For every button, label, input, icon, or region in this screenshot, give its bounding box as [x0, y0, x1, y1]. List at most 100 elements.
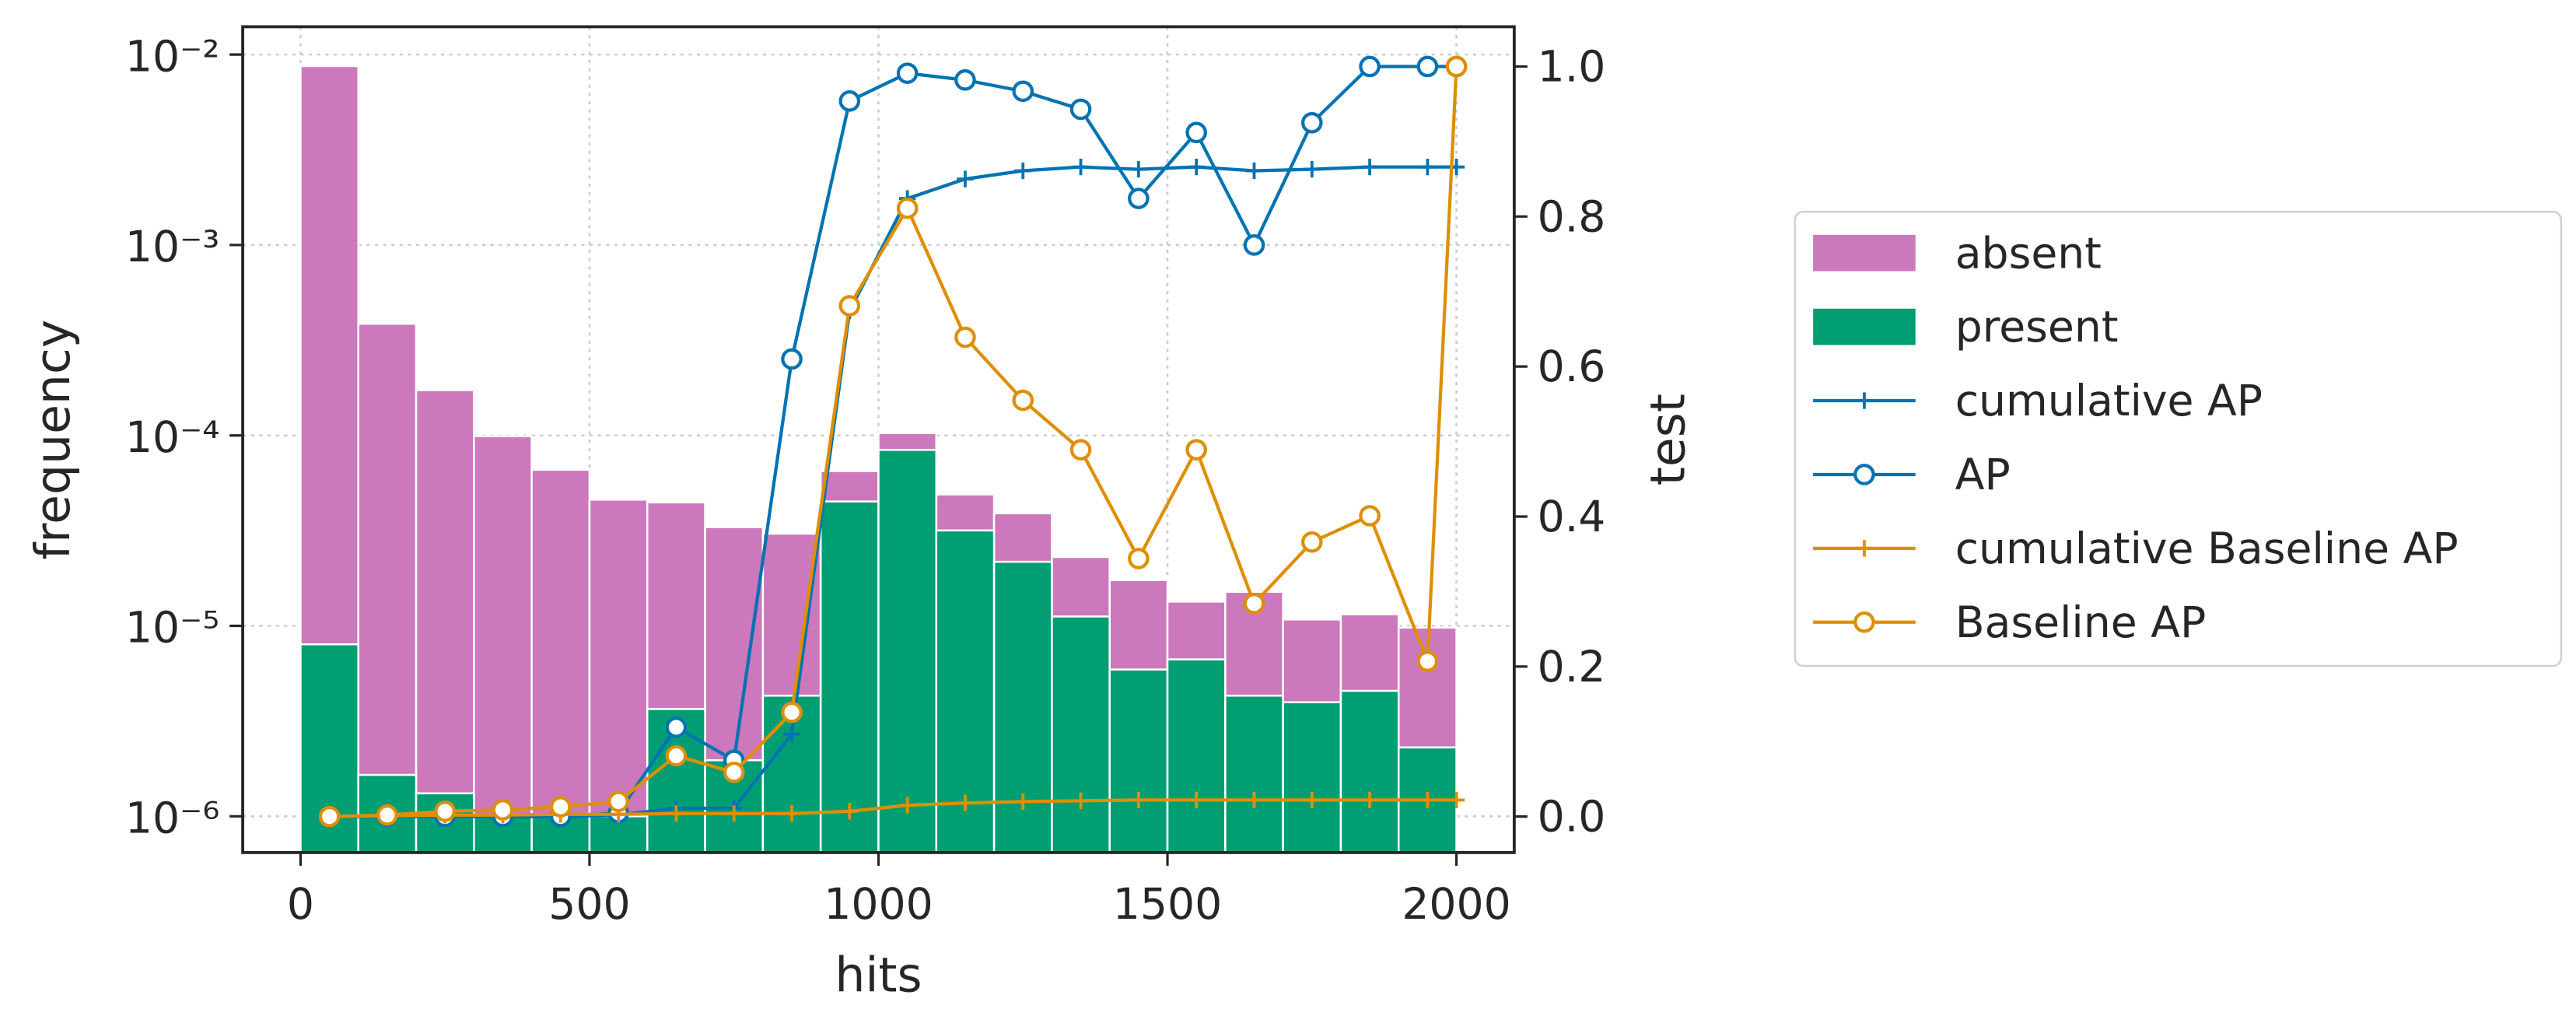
legend-marker	[1856, 392, 1873, 409]
point-marker	[1128, 187, 1150, 209]
point-marker	[1245, 162, 1263, 180]
point-marker	[1243, 234, 1265, 256]
histogram-bar	[1224, 694, 1284, 853]
point-marker	[1188, 159, 1205, 176]
legend: absent present cumulative AP AP cumulative B…	[1794, 210, 2563, 667]
y2-tick-label: 0.0	[1538, 793, 1606, 843]
point-marker	[1012, 80, 1034, 103]
point-marker	[957, 170, 974, 187]
point-marker	[1447, 791, 1465, 809]
point-marker	[838, 295, 861, 317]
point-marker	[783, 725, 800, 743]
y-tick-label: 10⁻³	[125, 222, 219, 272]
point-marker	[783, 805, 800, 822]
histogram-bar	[1166, 658, 1227, 853]
histogram-bar	[299, 643, 359, 853]
point-marker	[1304, 791, 1321, 809]
point-marker	[781, 348, 803, 370]
point-marker	[1416, 650, 1439, 672]
point-marker	[667, 805, 685, 822]
histogram-bar	[415, 389, 475, 853]
point-marker	[1188, 791, 1205, 809]
legend-label: absent	[1955, 229, 2102, 279]
histogram-bar	[877, 448, 938, 853]
histogram-bar	[357, 322, 418, 853]
point-marker	[726, 805, 743, 822]
legend-swatch	[1813, 234, 1916, 272]
histogram-bar	[992, 560, 1053, 853]
point-marker	[1130, 791, 1147, 809]
legend-marker	[1853, 464, 1875, 485]
point-marker	[781, 701, 803, 723]
point-marker	[607, 790, 629, 813]
point-marker	[954, 69, 976, 91]
point-marker	[838, 90, 861, 112]
point-marker	[492, 799, 514, 821]
point-marker	[896, 197, 919, 219]
y2-tick-label: 0.8	[1538, 192, 1606, 242]
y-tick-label: 10⁻⁶	[125, 794, 219, 844]
legend-label: cumulative Baseline AP	[1955, 524, 2459, 574]
histogram-bar	[1108, 668, 1169, 853]
point-marker	[1128, 548, 1150, 569]
legend-swatch	[1813, 308, 1916, 345]
point-marker	[1359, 505, 1381, 527]
legend-label: Baseline AP	[1955, 598, 2207, 648]
point-marker	[841, 803, 858, 820]
point-marker	[1245, 791, 1263, 809]
y2-tick-label: 0.6	[1538, 342, 1606, 392]
point-marker	[1072, 792, 1090, 810]
legend-label: present	[1955, 303, 2119, 352]
point-marker	[376, 804, 398, 826]
x-tick-label: 1500	[1113, 880, 1222, 930]
legend-label: AP	[1955, 450, 2011, 500]
y-tick-label: 10⁻⁴	[125, 413, 219, 463]
point-marker	[665, 744, 688, 767]
histogram-bar	[530, 468, 591, 853]
point-marker	[1185, 121, 1207, 144]
y2-tick-label: 0.2	[1538, 643, 1606, 692]
axes: 0 500 1000 1500 2000 10⁻⁶ 10⁻⁵ 10⁻⁴ 10⁻³ 10⁻² 0.0 0…	[125, 32, 1605, 929]
point-marker	[1361, 159, 1378, 176]
point-marker	[1130, 160, 1147, 178]
point-marker	[1361, 791, 1378, 809]
point-marker	[899, 797, 916, 814]
point-marker	[1069, 98, 1092, 121]
point-marker	[954, 326, 976, 349]
point-marker	[1300, 111, 1323, 134]
legend-marker	[1856, 540, 1873, 557]
legend-box	[1794, 210, 2563, 667]
legend-label: cumulative AP	[1955, 377, 2263, 426]
histogram-bar	[1339, 689, 1400, 853]
point-marker	[1014, 793, 1031, 810]
x-tick-label: 0	[287, 880, 314, 930]
y-tick-label: 10⁻²	[125, 32, 219, 82]
y-axis-label: frequency	[25, 320, 81, 560]
histogram-bar	[1051, 615, 1111, 853]
point-marker	[723, 761, 745, 783]
y2-tick-label: 1.0	[1538, 43, 1606, 93]
x-axis-label: hits	[835, 947, 922, 1003]
histogram-bar	[1282, 701, 1342, 853]
point-marker	[1014, 162, 1031, 180]
y-tick-label: 10⁻⁵	[125, 604, 219, 653]
point-marker	[1419, 791, 1437, 809]
x-tick-label: 2000	[1402, 880, 1510, 930]
point-marker	[1185, 439, 1207, 461]
point-marker	[957, 794, 974, 811]
point-marker	[1069, 439, 1092, 461]
y2-tick-label: 0.4	[1538, 492, 1606, 542]
point-marker	[1243, 593, 1265, 615]
point-marker	[896, 62, 919, 84]
point-marker	[434, 801, 456, 822]
point-marker	[1300, 531, 1323, 553]
y2-axis-label: test	[1640, 394, 1696, 485]
point-marker	[1072, 159, 1090, 176]
histogram-bar	[473, 435, 533, 853]
point-marker	[1419, 159, 1437, 176]
point-marker	[549, 796, 572, 818]
x-tick-label: 500	[548, 880, 630, 930]
point-marker	[1445, 55, 1468, 78]
